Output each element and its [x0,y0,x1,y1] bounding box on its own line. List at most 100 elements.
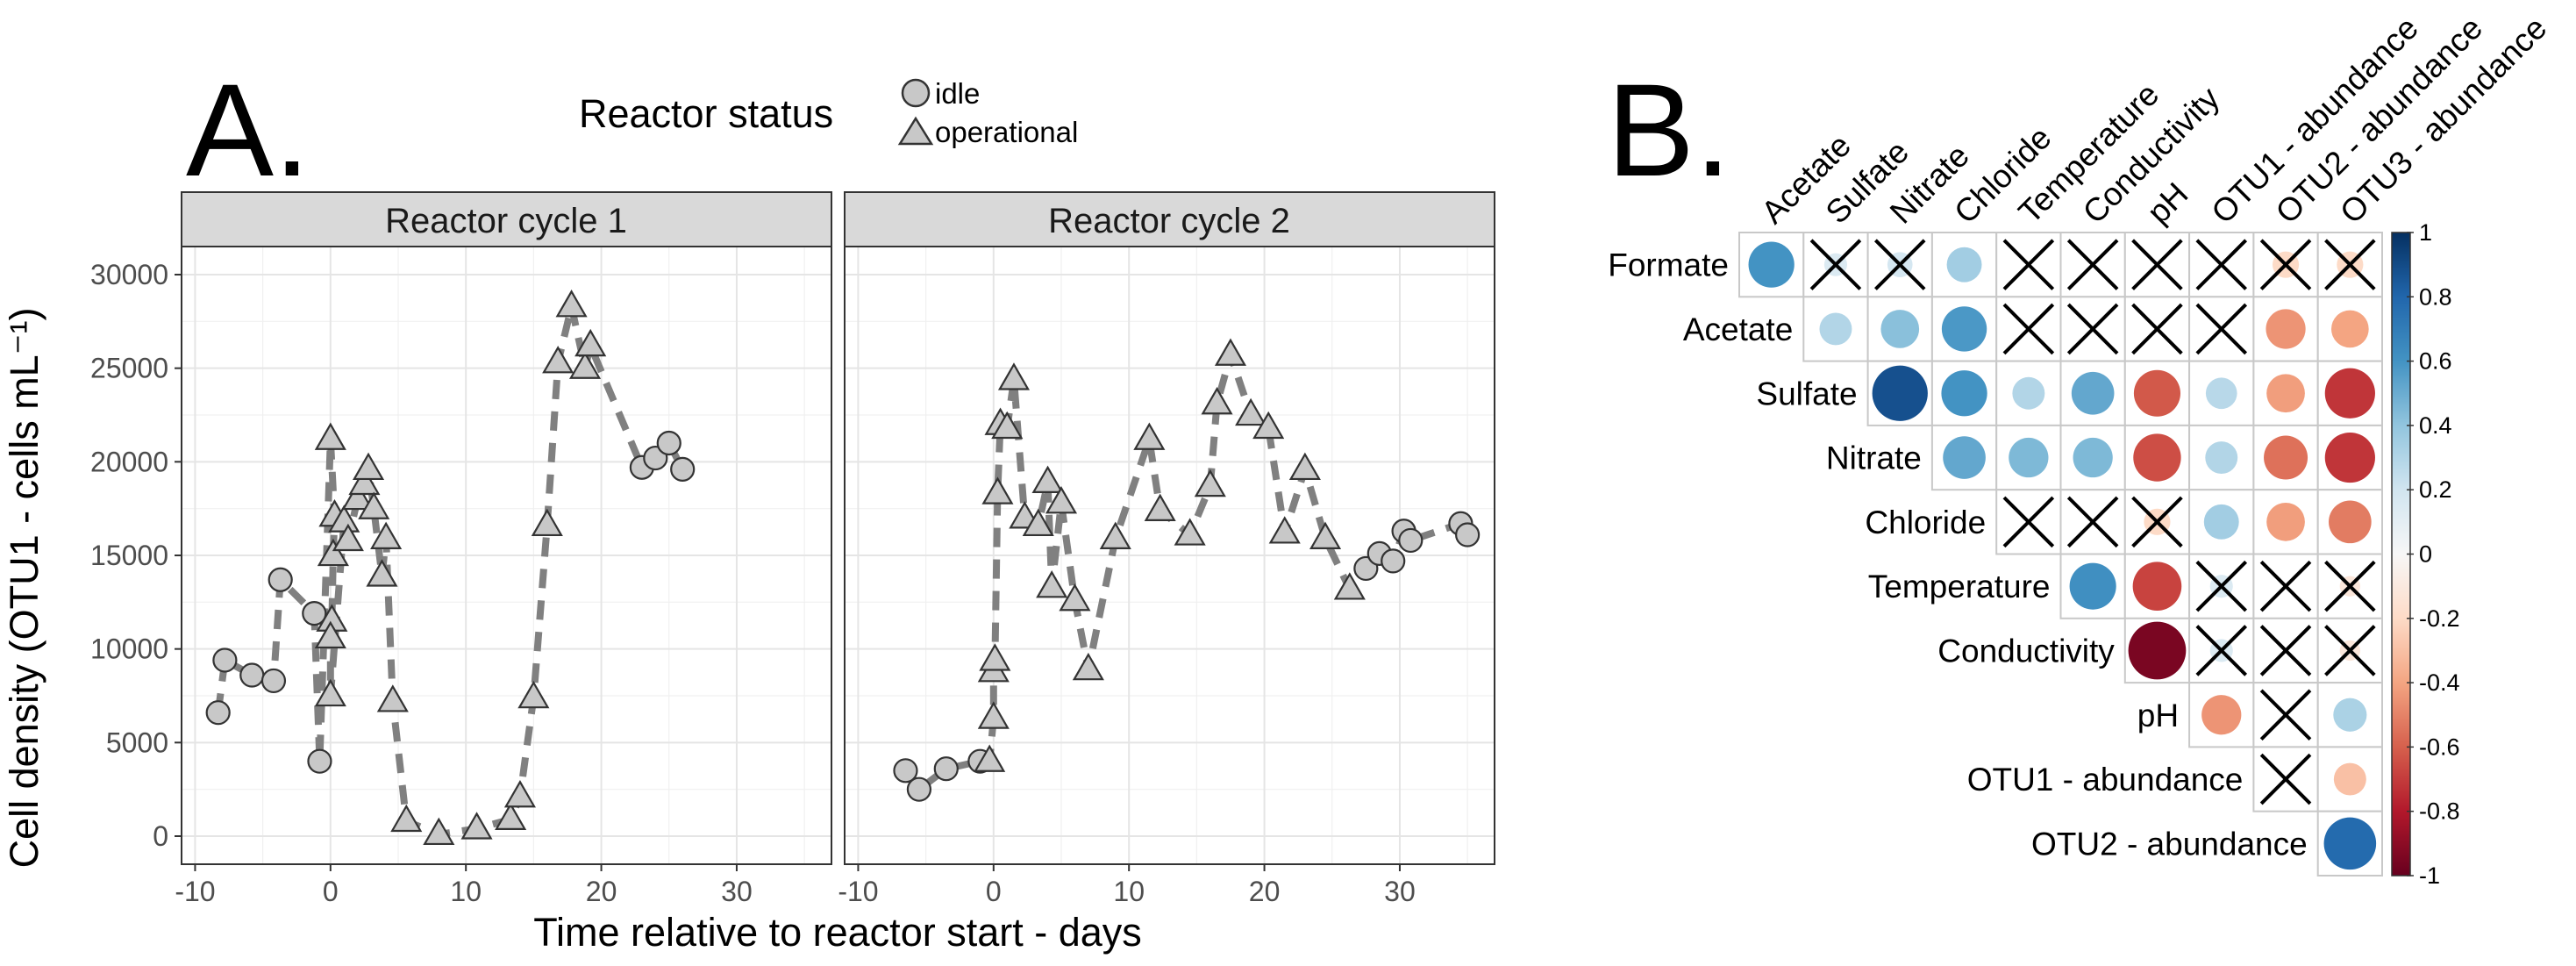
corr-circle [2333,698,2367,732]
colorbar-tick-label: 0.8 [2419,283,2452,310]
corr-circle [1941,370,1987,417]
corr-circle [2132,562,2182,611]
corr-row-label: OTU1 - abundance [1967,762,2244,798]
data-point-operational [1214,338,1247,366]
corr-row-label: pH [2137,698,2179,733]
colorbar-tick-label: -0.6 [2419,733,2460,760]
data-point-operational [574,328,607,357]
corr-circle [2329,500,2372,544]
corr-row-label: Sulfate [1756,376,1857,411]
y-tick-label: 15000 [90,540,168,571]
corr-row-label: Temperature [1868,569,2051,605]
data-point-operational [1194,469,1226,497]
corr-circle [2073,437,2113,478]
corr-circle [1880,310,1920,348]
corr-circle [2323,817,2377,870]
insignificant-cross [2002,239,2055,290]
corr-circle [2205,377,2237,410]
data-point-operational [314,678,346,707]
data-point-idle [656,430,681,456]
data-point-operational [1022,508,1054,537]
panel-b: B. AcetateSulfateNitrateChlorideTemperat… [1607,10,2554,889]
data-point-operational [1268,516,1301,544]
corr-circle [2205,441,2238,475]
data-point-operational [317,538,349,567]
insignificant-cross [2195,560,2248,612]
corr-circle [2133,433,2181,482]
data-point-operational [423,817,455,846]
data-point-idle [212,648,238,673]
insignificant-cross [2324,625,2376,676]
data-point-idle [933,756,959,782]
data-point-operational [314,620,346,649]
corr-circle [2266,309,2306,349]
data-point-operational [1333,572,1366,600]
data-point-operational [517,680,550,709]
x-tick-label: 10 [1113,876,1145,907]
corr-column-label: pH [2140,175,2194,230]
x-tick-label: 0 [986,876,1002,907]
data-point-operational [979,643,1011,671]
colorbar-tick-label: 0.6 [2419,348,2452,375]
data-point-operational [555,290,588,318]
data-point-operational [314,422,346,450]
data-point-operational [341,482,374,511]
data-point-operational [1201,386,1233,415]
data-point-operational [1045,486,1078,514]
corr-circle [2266,374,2305,413]
data-point-idle [893,758,918,784]
corr-row-label: Conductivity [1937,633,2115,669]
data-point-operational [1144,493,1176,521]
data-point-operational [376,684,409,712]
corr-circle [2266,502,2305,541]
insignificant-cross [2324,560,2376,612]
panel-a: A. Reactor status idle operational React… [2,56,1495,955]
x-tick-label: 20 [586,876,617,907]
corr-circle [2133,369,2180,417]
x-tick-label: 30 [1384,876,1416,907]
insignificant-cross [2131,303,2183,355]
y-axis-title: Cell density (OTU1 - cells mL⁻¹) [2,308,46,869]
corr-circle [1872,365,1928,421]
corr-row-label: OTU2 - abundance [2031,826,2308,862]
strip-cycle-2 [844,191,1495,247]
insignificant-cross [2195,625,2248,676]
insignificant-cross [2002,496,2055,548]
corr-circle [2324,368,2375,419]
x-tick-label: -10 [838,876,878,907]
data-point-operational [503,779,536,808]
data-point-operational [1133,422,1166,450]
insignificant-cross [2324,239,2376,290]
data-point-operational [1059,583,1091,612]
data-point-idle [1398,527,1424,554]
colorbar-tick-label: -0.4 [2419,669,2460,696]
data-point-operational [460,812,493,840]
correlation-matrix [1738,232,2383,877]
data-point-operational [370,521,403,549]
data-point-operational [390,804,423,833]
colorbar-tick-label: -0.2 [2419,605,2460,632]
corr-circle [2069,562,2116,610]
corr-row-label: Nitrate [1826,440,1922,476]
data-point-operational [568,351,602,379]
correlation-row-labels: Formate Acetate Sulfate Nitrate Chloride Temp… [1608,247,2307,862]
data-point-operational [1174,518,1206,546]
insignificant-cross [2195,303,2248,355]
data-point-operational [1031,465,1064,493]
data-point-operational [1288,452,1321,481]
y-tick-label: 25000 [90,353,168,384]
data-point-operational [997,362,1031,390]
strip-label-cycle-1: Reactor cycle 1 [385,202,627,240]
data-point-operational [977,701,1010,729]
panel-a-letter: A. [186,56,310,204]
corr-circle [2324,432,2375,483]
corr-row-label: Chloride [1865,504,1986,540]
insignificant-cross [2066,239,2119,290]
insignificant-cross [1809,239,1862,290]
plot-border [844,246,1495,865]
data-point-idle [205,700,231,726]
colorbar-ticks: 1 0.8 0.6 0.4 0.2 0 -0.2 -0.4 -0.6 -0.8 -1 [2407,219,2460,889]
legend-idle-symbol [901,78,931,108]
corr-circle [2012,376,2045,410]
panel-b-letter: B. [1607,56,1731,204]
